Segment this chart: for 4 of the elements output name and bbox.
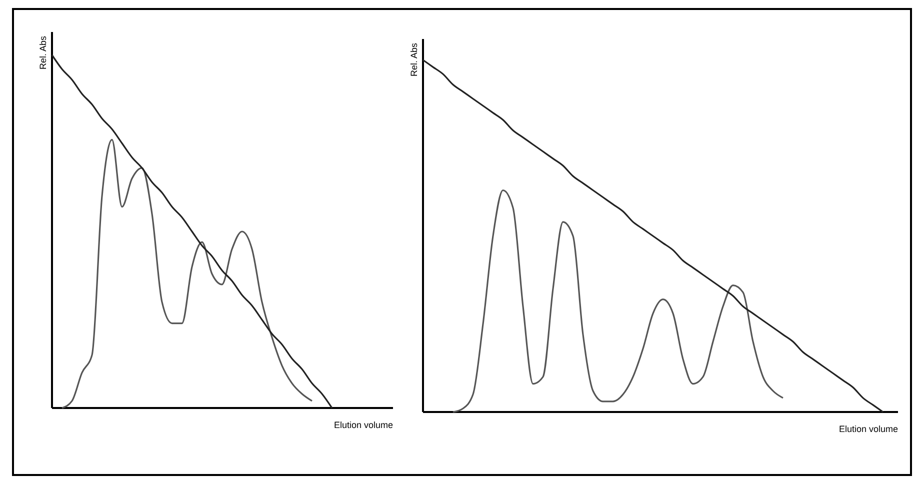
x-axis-title: Elution volume — [334, 420, 393, 430]
x-axis-title: Elution volume — [838, 424, 898, 434]
y-axis-title: Rel. Abs — [409, 42, 419, 77]
y-axis-title: Rel. Abs — [38, 36, 48, 70]
